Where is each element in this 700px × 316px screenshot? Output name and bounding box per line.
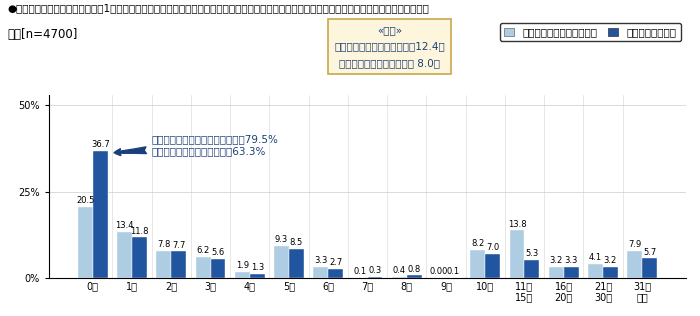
Bar: [274, 246, 289, 278]
Legend: デートをしたいと思う回数, デートをした回数: デートをしたいと思う回数, デートをした回数: [500, 23, 681, 41]
Bar: [642, 258, 657, 278]
Bar: [564, 267, 579, 278]
Bar: [392, 277, 407, 278]
Bar: [627, 251, 642, 278]
Text: 1.9: 1.9: [236, 261, 249, 270]
Text: 1.3: 1.3: [251, 263, 264, 272]
Text: 0.1: 0.1: [447, 267, 460, 276]
Bar: [156, 251, 172, 278]
Bar: [211, 259, 225, 278]
Text: 3.3: 3.3: [564, 256, 578, 265]
Bar: [510, 230, 524, 278]
Bar: [588, 264, 603, 278]
Text: 7.0: 7.0: [486, 243, 499, 252]
Text: «平均»
デートをしたいと思う回数：12.4回
デートをした回数　　　： 8.0回: «平均» デートをしたいと思う回数：12.4回 デートをした回数 ： 8.0回: [335, 25, 445, 68]
Text: 8.5: 8.5: [290, 238, 303, 247]
Text: 13.4: 13.4: [116, 221, 134, 230]
Text: 6.2: 6.2: [197, 246, 210, 255]
Text: 7.7: 7.7: [172, 241, 186, 250]
Text: 2.7: 2.7: [329, 258, 342, 267]
Bar: [172, 252, 186, 278]
Bar: [93, 151, 108, 278]
Bar: [368, 277, 382, 278]
Text: デートをしたいと思う人の割合：79.5%
デートをした人の割合　　：63.3%: デートをしたいと思う人の割合：79.5% デートをした人の割合 ：63.3%: [114, 134, 279, 156]
Text: 5.6: 5.6: [211, 248, 225, 257]
Text: 9.3: 9.3: [275, 235, 288, 244]
Text: 0.1: 0.1: [354, 267, 367, 276]
Text: 0.8: 0.8: [407, 264, 421, 274]
Bar: [235, 271, 250, 278]
Text: 0.00: 0.00: [429, 267, 448, 276]
Text: 3.2: 3.2: [603, 256, 617, 265]
Text: 5.3: 5.3: [525, 249, 538, 258]
Bar: [407, 275, 421, 278]
Bar: [250, 274, 265, 278]
Bar: [196, 257, 211, 278]
Bar: [117, 232, 132, 278]
Bar: [603, 267, 618, 278]
Text: 7.9: 7.9: [628, 240, 641, 249]
Text: 36.7: 36.7: [91, 140, 110, 149]
Bar: [132, 237, 147, 278]
Text: 5.7: 5.7: [643, 248, 656, 257]
Text: 0.4: 0.4: [393, 266, 406, 275]
Text: 3.3: 3.3: [314, 256, 328, 265]
Text: 全体[n=4700]: 全体[n=4700]: [7, 28, 78, 41]
Bar: [470, 250, 485, 278]
Bar: [549, 267, 564, 278]
Text: 0.3: 0.3: [368, 266, 382, 275]
Bar: [289, 249, 304, 278]
Bar: [485, 254, 500, 278]
Text: 20.5: 20.5: [76, 197, 94, 205]
Text: ●配偶者・パートナーとデートを1年間に何回くらいしたいと思うか／今年、配偶者・パートナーとデートを何回くらいしたか　（各数値入力形式）: ●配偶者・パートナーとデートを1年間に何回くらいしたいと思うか／今年、配偶者・パ…: [7, 3, 429, 13]
Text: 13.8: 13.8: [508, 220, 526, 229]
Bar: [328, 269, 343, 278]
Text: 3.2: 3.2: [550, 256, 563, 265]
Bar: [524, 260, 539, 278]
Bar: [78, 207, 93, 278]
Text: 8.2: 8.2: [471, 239, 484, 248]
Text: 4.1: 4.1: [589, 253, 602, 262]
Text: 7.8: 7.8: [158, 240, 171, 249]
Bar: [314, 267, 328, 278]
Text: 11.8: 11.8: [130, 227, 149, 235]
